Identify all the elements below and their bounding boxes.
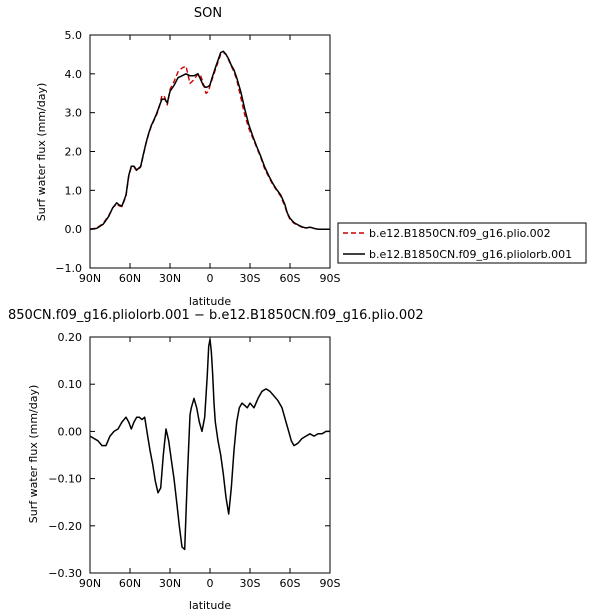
bottom-panel-x-tick-label: 30N (159, 577, 181, 590)
top-panel-y-tick-label: 0.0 (65, 223, 83, 236)
legend: b.e12.B1850CN.f09_g16.plio.002 b.e12.B18… (337, 222, 587, 264)
bottom-panel-y-tick-label: 0.10 (58, 378, 83, 391)
top-panel-plot (89, 34, 331, 269)
bottom-panel-x-tick-label: 60S (280, 577, 301, 590)
top-panel-x-tick-label: 30S (240, 272, 261, 285)
bottom-panel-x-tick-label: 60N (119, 577, 141, 590)
top-panel-y-tick-label: 1.0 (65, 184, 83, 197)
bottom-panel-y-tick-label: −0.10 (48, 473, 82, 486)
bottom-panel-frame (89, 336, 331, 574)
bottom-panel-y-tick-label: −0.20 (48, 520, 82, 533)
top-panel-y-tick-label: 3.0 (65, 107, 83, 120)
top-panel: SON 90N 60N 30N 0 30S 60S 90S −1.0 0.0 1.0 2.0 3.0… (35, 6, 341, 308)
top-panel-x-tick-labels: 90N 60N 30N 0 30S 60S 90S (79, 272, 341, 285)
bottom-panel-x-tick-label: 90N (79, 577, 101, 590)
bottom-panel-x-axis-label: latitude (189, 599, 231, 612)
top-panel-y-tick-label: 5.0 (65, 29, 83, 42)
top-panel-y-tick-label: 2.0 (65, 146, 83, 159)
bottom-panel-y-axis-label: Surf water flux (mm/day) (27, 385, 40, 524)
bottom-panel-y-tick-labels: −0.30 −0.20 −0.10 0.00 0.10 0.20 (48, 331, 82, 580)
top-panel-y-tick-label: 4.0 (65, 68, 83, 81)
bottom-panel-title: 850CN.f09_g16.pliolorb.001 − b.e12.B1850… (8, 308, 424, 323)
top-panel-x-tick-label: 60N (119, 272, 141, 285)
top-panel-x-tick-label: 90S (320, 272, 341, 285)
top-panel-x-tick-label: 90N (79, 272, 101, 285)
bottom-panel-x-tick-label: 90S (320, 577, 341, 590)
legend-label-plio: b.e12.B1850CN.f09_g16.plio.002 (369, 227, 551, 240)
top-panel-series-0-line (89, 51, 330, 230)
top-panel-x-tick-label: 0 (207, 272, 214, 285)
bottom-panel-y-tick-label: 0.20 (58, 331, 83, 344)
top-panel-y-axis-label: Surf water flux (mm/day) (35, 83, 48, 222)
legend-box (337, 222, 587, 264)
bottom-panel-y-tick-label: −0.30 (48, 567, 82, 580)
bottom-panel-y-tick-label: 0.00 (58, 425, 83, 438)
top-panel-x-axis-label: latitude (189, 295, 231, 308)
bottom-panel-series-0-line (89, 338, 330, 551)
bottom-panel-x-tick-labels: 90N 60N 30N 0 30S 60S 90S (79, 577, 341, 590)
top-panel-y-tick-labels: −1.0 0.0 1.0 2.0 3.0 4.0 5.0 (55, 29, 82, 275)
bottom-panel-x-tick-label: 30S (240, 577, 261, 590)
top-panel-title: SON (194, 6, 222, 21)
top-panel-y-tick-label: −1.0 (55, 262, 82, 275)
top-panel-x-tick-label: 30N (159, 272, 181, 285)
bottom-panel-x-tick-label: 0 (207, 577, 214, 590)
top-panel-series-1-line (89, 50, 330, 230)
bottom-panel-plot (89, 336, 331, 574)
bottom-panel: 850CN.f09_g16.pliolorb.001 − b.e12.B1850… (8, 308, 424, 612)
top-panel-x-tick-label: 60S (280, 272, 301, 285)
legend-label-pliolorb: b.e12.B1850CN.f09_g16.pliolorb.001 (369, 248, 572, 261)
top-panel-frame (89, 34, 331, 269)
